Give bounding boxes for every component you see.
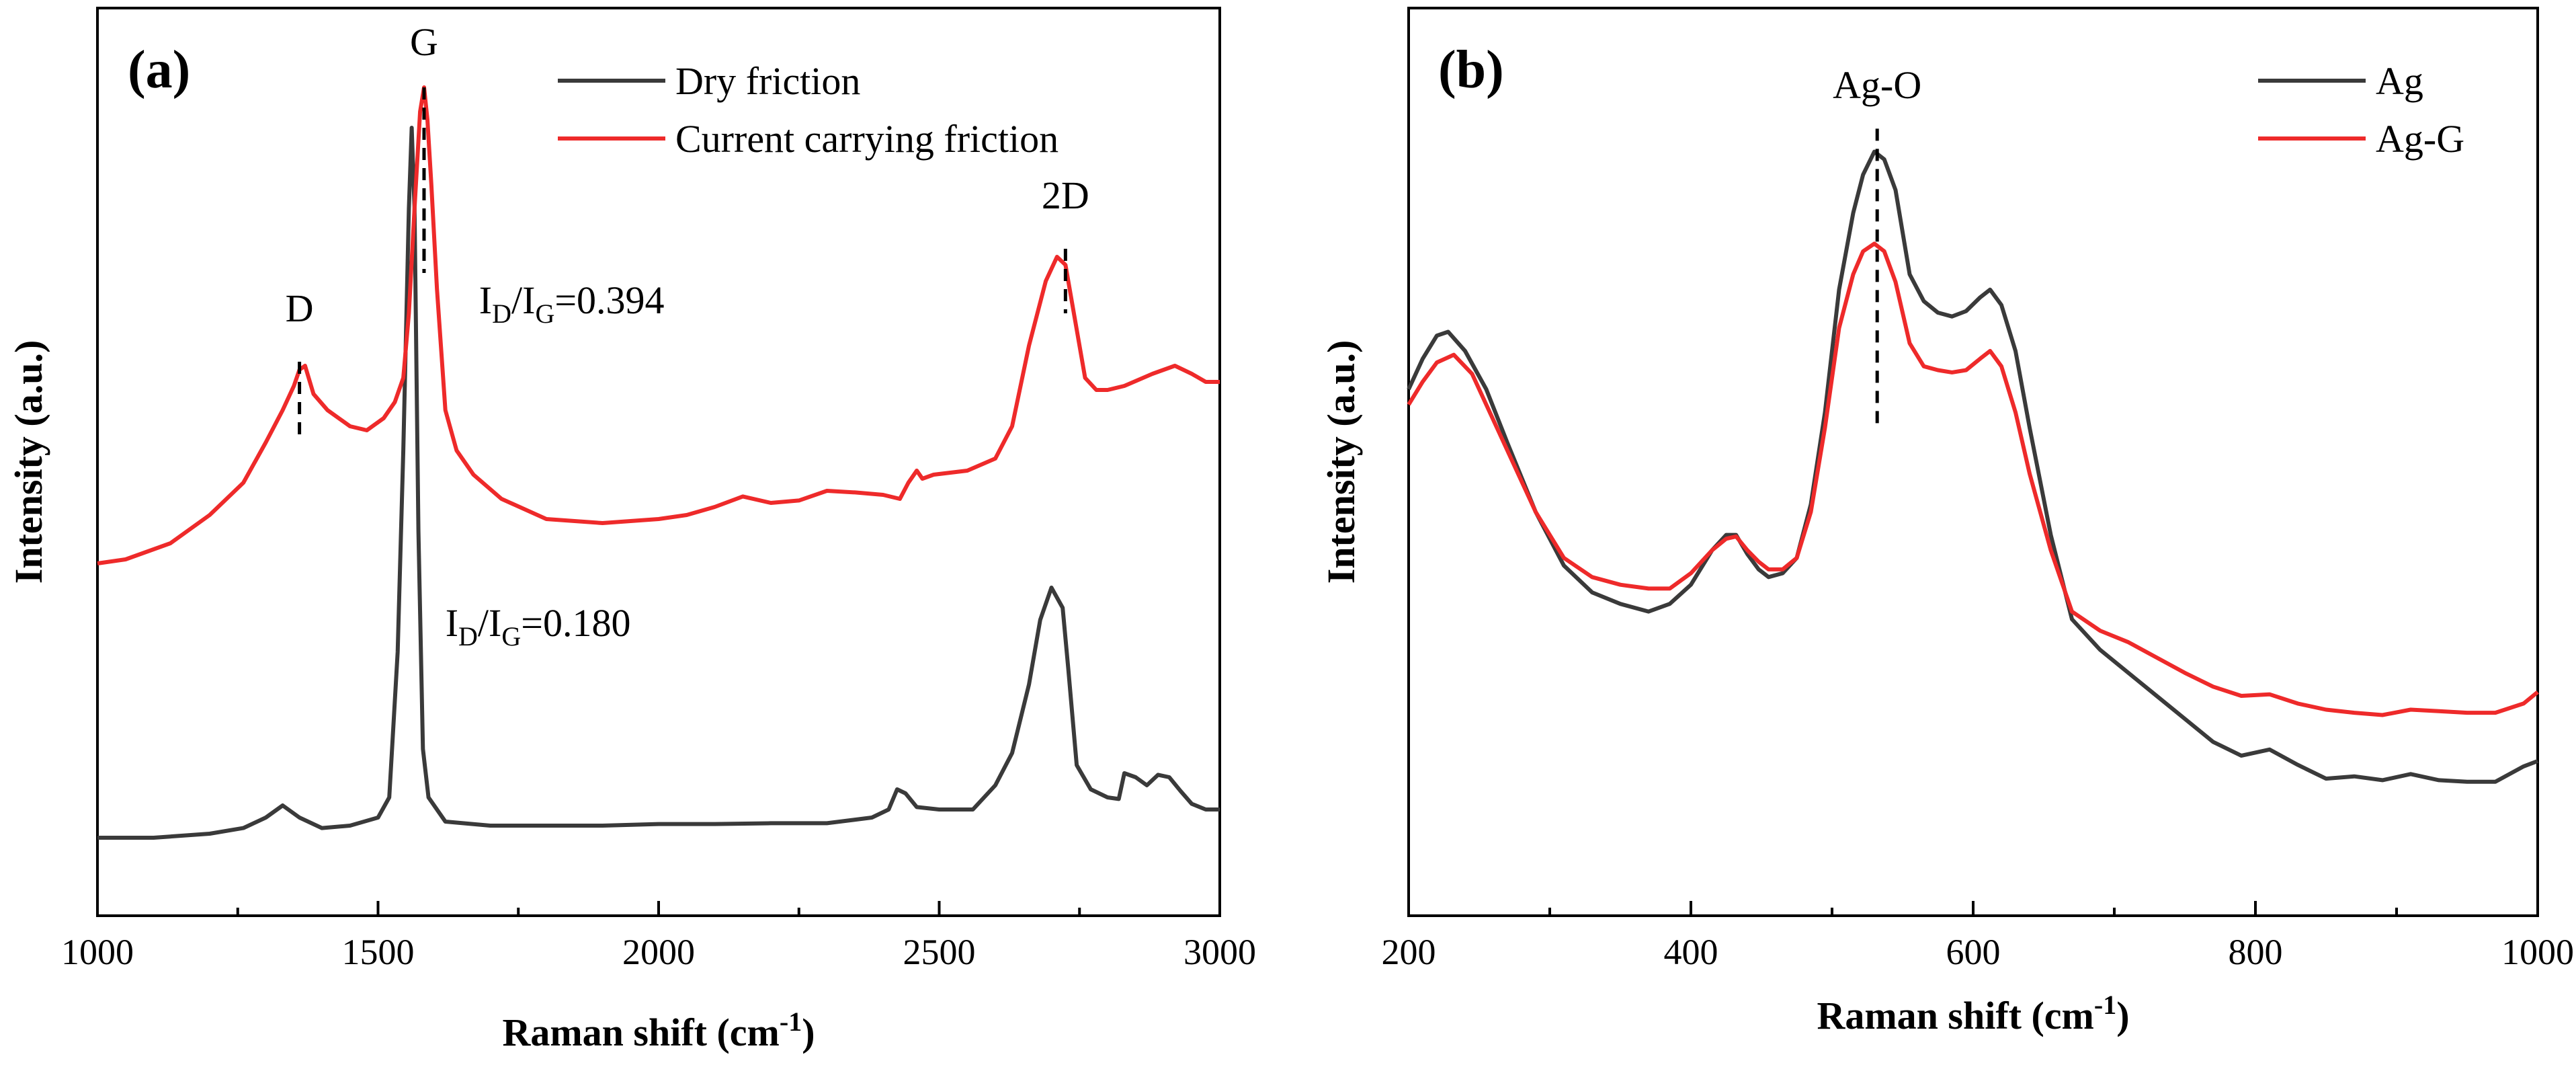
x-tick-label-1000: 1000 <box>61 932 134 972</box>
peak-label-ag-o: Ag-O <box>1833 63 1921 107</box>
peak-label-2d: 2D <box>1042 173 1089 217</box>
legend-label-current-carrying-friction: Current carrying friction <box>675 117 1058 161</box>
peak-label-d: D <box>286 286 314 330</box>
panel-b-label: (b) <box>1438 40 1504 100</box>
ratio-sub-g: G <box>535 299 554 329</box>
panel-a-x-axis-title-main: Raman shift (cm <box>502 1011 779 1054</box>
panel-b-annotations: Ag-O <box>1833 63 1921 428</box>
x-tick-label-1500: 1500 <box>342 932 415 972</box>
x-tick-label-1000: 1000 <box>2501 932 2574 972</box>
panel-b-x-ticks: 200 400 600 800 1000 <box>1382 901 2574 972</box>
panel-a-x-axis-title: Raman shift (cm-1) <box>502 1006 815 1054</box>
panel-a-x-ticks: 1000 1500 2000 2500 3000 <box>61 901 1256 972</box>
panel-a-legend: Dry friction Current carrying friction <box>558 59 1058 161</box>
legend-label-ag-g: Ag-G <box>2376 117 2464 161</box>
ratio-sub-d: D <box>492 299 511 329</box>
panel-b-x-axis-title: Raman shift (cm-1) <box>1817 990 2129 1037</box>
ratio-sub-g: G <box>501 621 521 651</box>
panel-a-y-axis-title: Intensity (a.u.) <box>7 340 50 584</box>
peak-label-g: G <box>410 20 438 64</box>
x-tick-label-3000: 3000 <box>1183 932 1256 972</box>
series-line-ag-g <box>1407 241 2539 717</box>
x-tick-label-200: 200 <box>1382 932 1436 972</box>
panel-b-raman-chart: 200 400 600 800 1000 Ag-O (b) Intensity (a.u… <box>1319 7 2574 1037</box>
panel-b-x-axis-title-close: ) <box>2116 994 2129 1037</box>
panel-a-x-axis-title-sup: -1 <box>780 1006 802 1037</box>
series-line-current-carrying-friction <box>97 85 1220 565</box>
panel-a-series <box>97 85 1220 840</box>
panel-a-label: (a) <box>128 40 190 100</box>
x-tick-label-2500: 2500 <box>903 932 976 972</box>
ratio-slash: /I <box>478 601 501 645</box>
ratio-value: =0.180 <box>521 601 630 645</box>
legend-label-ag: Ag <box>2376 59 2423 103</box>
x-tick-label-600: 600 <box>1946 932 2001 972</box>
ratio-sub-d: D <box>458 621 478 651</box>
intensity-ratio-label-2: ID/IG=0.180 <box>446 601 631 651</box>
x-tick-label-800: 800 <box>2229 932 2283 972</box>
panel-b-x-axis-title-sup: -1 <box>2094 990 2116 1020</box>
panel-b-y-axis-title: Intensity (a.u.) <box>1319 340 1363 584</box>
series-line-dry-friction <box>97 126 1220 840</box>
panel-a-x-axis-title-close: ) <box>802 1011 815 1054</box>
ratio-prefix: I <box>446 601 458 645</box>
ratio-prefix: I <box>479 278 492 322</box>
intensity-ratio-label-1: ID/IG=0.394 <box>479 278 665 329</box>
panel-b-x-axis-title-main: Raman shift (cm <box>1817 994 2093 1037</box>
ratio-slash: /I <box>511 278 535 322</box>
panel-a-raman-chart: 1000 1500 2000 2500 3000 DG2DID/IG=0.394ID/I… <box>7 7 1256 1054</box>
x-tick-label-2000: 2000 <box>622 932 695 972</box>
ratio-value: =0.394 <box>554 278 664 322</box>
series-line-ag <box>1407 149 2539 784</box>
panel-b-series <box>1407 149 2539 784</box>
panel-b-legend: Ag Ag-G <box>2258 59 2464 161</box>
legend-label-dry-friction: Dry friction <box>675 59 860 103</box>
x-tick-label-400: 400 <box>1664 932 1718 972</box>
